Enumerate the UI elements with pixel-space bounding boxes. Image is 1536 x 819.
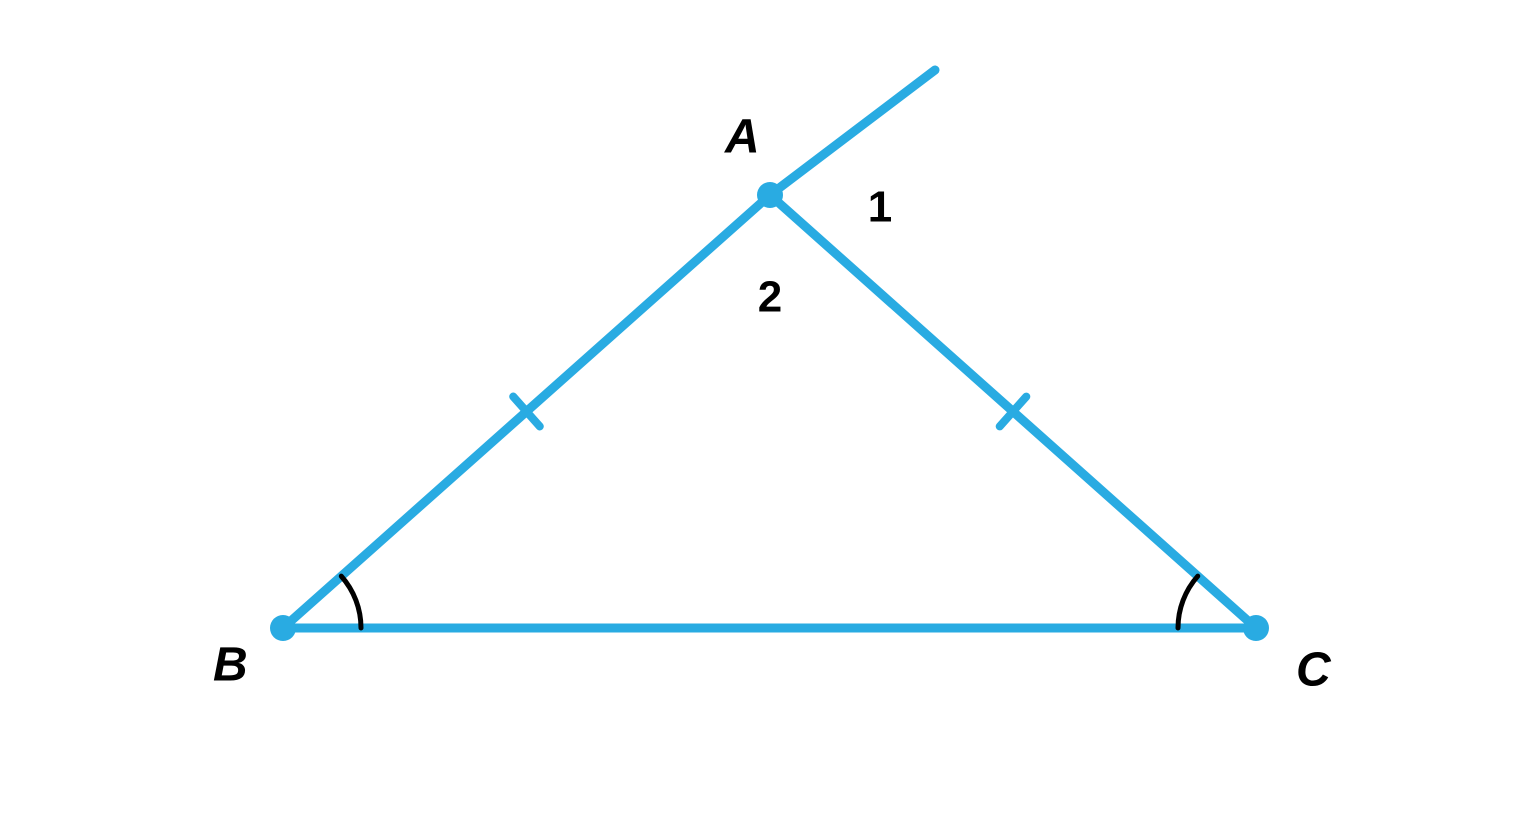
ray-A-ext [770,70,935,195]
label-vertex-A: A [724,111,760,164]
angle-arc-C [1178,576,1198,628]
vertex-A [757,182,783,208]
label-angle-1: 1 [868,183,892,232]
label-vertex-B: B [213,639,248,692]
vertex-C [1243,615,1269,641]
label-angle-2: 2 [758,273,782,322]
label-vertex-C: C [1296,644,1332,697]
angle-arc-B [341,576,361,628]
vertex-B [270,615,296,641]
geometry-diagram: A B C 1 2 [0,0,1536,819]
